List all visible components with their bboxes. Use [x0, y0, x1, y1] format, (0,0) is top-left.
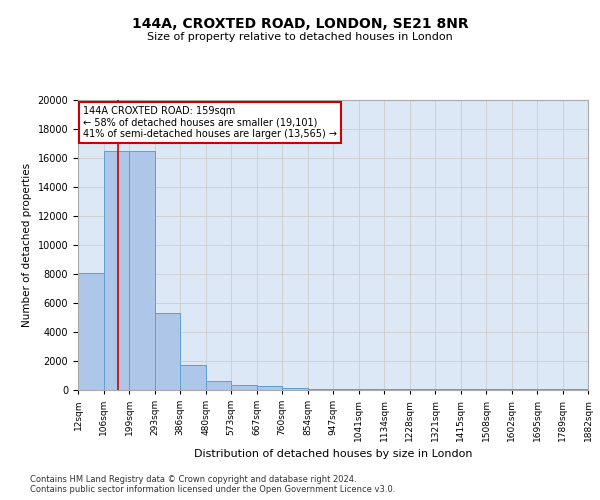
Text: 144A, CROXTED ROAD, LONDON, SE21 8NR: 144A, CROXTED ROAD, LONDON, SE21 8NR: [131, 18, 469, 32]
Text: Contains public sector information licensed under the Open Government Licence v3: Contains public sector information licen…: [30, 486, 395, 494]
Text: Contains HM Land Registry data © Crown copyright and database right 2024.: Contains HM Land Registry data © Crown c…: [30, 476, 356, 484]
Bar: [308, 388, 333, 390]
Bar: [282, 388, 308, 390]
Bar: [155, 313, 180, 390]
Bar: [78, 272, 104, 390]
Bar: [129, 151, 155, 390]
Text: 144A CROXTED ROAD: 159sqm
← 58% of detached houses are smaller (19,101)
41% of s: 144A CROXTED ROAD: 159sqm ← 58% of detac…: [83, 106, 337, 139]
Bar: [333, 388, 359, 390]
Bar: [206, 380, 231, 390]
Bar: [231, 385, 257, 390]
Bar: [257, 386, 282, 390]
Text: Size of property relative to detached houses in London: Size of property relative to detached ho…: [147, 32, 453, 42]
Y-axis label: Number of detached properties: Number of detached properties: [22, 163, 32, 327]
Bar: [180, 366, 206, 390]
X-axis label: Distribution of detached houses by size in London: Distribution of detached houses by size …: [194, 450, 472, 460]
Bar: [104, 151, 129, 390]
